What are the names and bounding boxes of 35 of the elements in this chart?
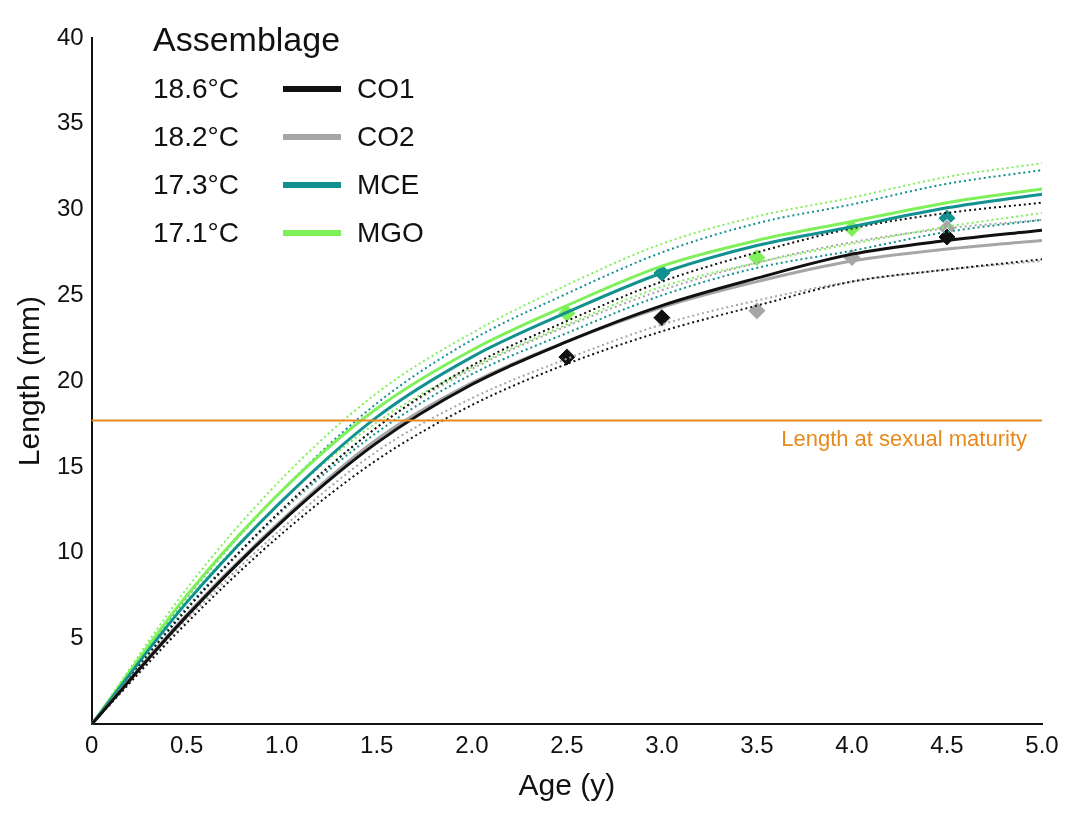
y-tick-label: 15: [56, 451, 84, 479]
x-tick-label: 2.0: [455, 731, 489, 759]
legend-label: CO2: [357, 121, 415, 153]
x-tick-label: 3.0: [645, 731, 679, 759]
y-axis-title: Length (mm): [12, 296, 46, 467]
y-tick-label: 30: [56, 194, 84, 222]
legend-title: Assemblage: [153, 20, 342, 59]
annotation: 17.1°C: [153, 217, 240, 249]
y-tick-label: 35: [56, 108, 84, 136]
x-tick-label: 2.5: [550, 731, 584, 759]
y-tick-label: 20: [56, 365, 84, 393]
annotation: 18.2°C: [153, 121, 240, 153]
x-tick-label: 4.5: [930, 731, 964, 759]
x-tick-label: 0.5: [170, 731, 204, 759]
x-tick-label: 5.0: [1025, 731, 1059, 759]
x-tick-label: 1.5: [360, 731, 394, 759]
ref-line-label: Length at sexual maturity: [781, 425, 1027, 451]
annotation: 18.6°C: [153, 73, 240, 105]
y-tick-label: 25: [56, 279, 84, 307]
x-tick-label: 0: [85, 731, 99, 759]
legend-label: CO1: [357, 73, 415, 105]
legend-label: MCE: [357, 169, 420, 201]
y-tick-label: 5: [70, 623, 84, 651]
y-tick-label: 10: [56, 537, 84, 565]
point: [747, 248, 767, 268]
legend-label: MGO: [357, 217, 424, 249]
x-axis-title: Age (y): [518, 768, 616, 802]
x-tick-label: 3.5: [740, 731, 774, 759]
point: [652, 308, 672, 328]
x-tick-label: 4.0: [835, 731, 869, 759]
x-tick-label: 1.0: [265, 731, 299, 759]
annotation: 17.3°C: [153, 169, 240, 201]
point: [747, 301, 767, 321]
point: [557, 347, 577, 367]
y-tick-label: 40: [56, 22, 84, 50]
